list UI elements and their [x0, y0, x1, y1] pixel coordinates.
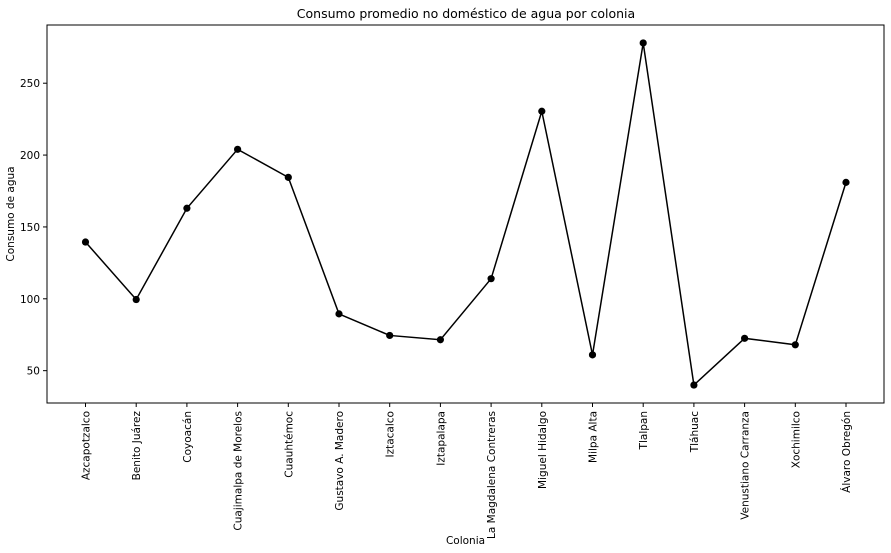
y-axis-label: Consumo de agua	[5, 166, 17, 261]
x-tick-label-1: Benito Juárez	[131, 411, 143, 481]
x-axis-label: Colonia	[446, 535, 485, 547]
data-point-0-9	[538, 107, 546, 115]
x-tick-label-11: Tlalpan	[638, 411, 650, 450]
plot-frame	[46, 24, 885, 404]
x-tick-label-7: Iztapalapa	[435, 411, 447, 466]
data-point-0-7	[436, 336, 444, 344]
data-point-0-4	[284, 173, 292, 181]
x-tick-label-4: Cuauhtémoc	[283, 411, 295, 478]
data-point-0-15	[842, 178, 850, 186]
chart-title: Consumo promedio no doméstico de agua po…	[297, 6, 635, 21]
data-point-0-8	[487, 275, 495, 283]
data-point-0-5	[335, 310, 343, 318]
y-tick-label-250: 250	[20, 78, 40, 90]
y-tick-label-50: 50	[27, 366, 40, 378]
plot-area: 50 100 150 200 250 Azcapotzalco Benito Juárez C…	[20, 39, 853, 539]
x-tick-label-12: Tláhuac	[689, 411, 701, 454]
data-point-0-2	[183, 204, 191, 212]
data-point-0-10	[588, 351, 597, 359]
data-point-0-12	[690, 381, 698, 389]
x-tick-label-0: Azcapotzalco	[81, 411, 93, 480]
x-tick-label-3: Cuajimalpa de Morelos	[233, 411, 245, 531]
data-point-0-3	[234, 145, 242, 153]
data-point-0-11	[639, 39, 647, 47]
x-tick-label-15: Álvaro Obregón	[840, 411, 853, 493]
data-point-0-14	[791, 341, 799, 349]
x-tick-label-8: La Magdalena Contreras	[486, 411, 498, 539]
y-tick-label-100: 100	[20, 294, 40, 306]
series-line-0	[84, 42, 847, 387]
y-tick-label-200: 200	[20, 150, 40, 162]
data-point-0-13	[741, 334, 749, 342]
data-point-0-1	[132, 295, 140, 304]
data-point-0-0	[81, 238, 90, 246]
x-tick-label-5: Gustavo A. Madero	[334, 411, 346, 511]
x-tick-label-14: Xochimilco	[790, 411, 802, 468]
x-tick-label-2: Coyoacán	[182, 411, 194, 463]
y-tick-label-150: 150	[20, 222, 40, 234]
x-tick-label-10: Milpa Alta	[588, 411, 600, 463]
data-point-0-6	[386, 331, 394, 340]
x-tick-label-9: Miguel Hidalgo	[537, 411, 549, 489]
x-tick-label-6: Iztacalco	[385, 411, 397, 457]
x-tick-label-13: Venustiano Carranza	[740, 411, 752, 520]
